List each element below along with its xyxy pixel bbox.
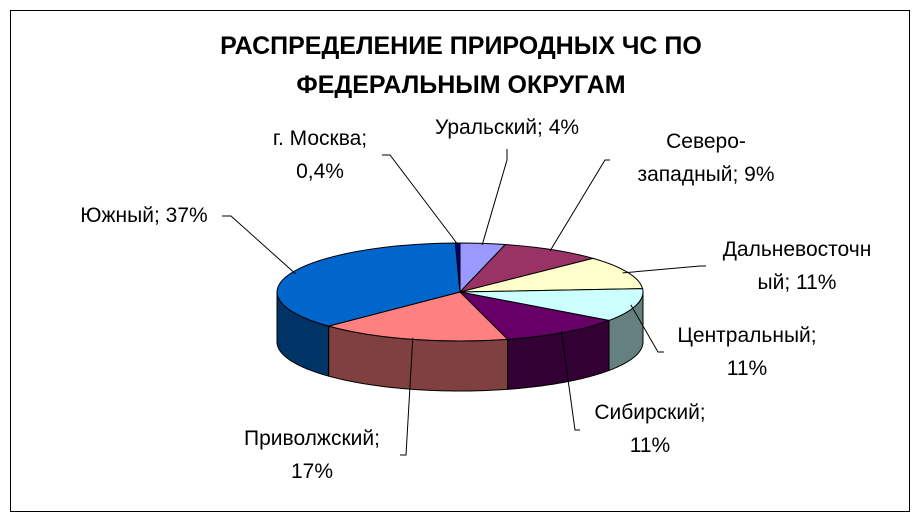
- pie-slice-центральный: [459, 288, 644, 321]
- slice-label-дальневосточный-line-2: ый; 11%: [758, 271, 837, 294]
- chart-title-line-1: РАСПРЕДЕЛЕНИЕ ПРИРОДНЫХ ЧС ПО: [220, 32, 702, 60]
- pie-slice-г-москва: [454, 242, 461, 293]
- slice-label-южный-line-1: Южный; 37%: [80, 204, 207, 227]
- slice-label-уральский-line-1: Уральский; 4%: [435, 116, 579, 139]
- slice-label-сибирский-line-2: 11%: [630, 434, 670, 457]
- leader-line-уральский: [481, 149, 508, 245]
- leader-line-северо-западный: [549, 159, 610, 252]
- leader-line-приволжский: [400, 337, 414, 456]
- slice-label-центральный-line-1: Центральный;: [677, 324, 816, 347]
- pie-slice-сибирский: [458, 291, 611, 340]
- slice-label-г-москва-line-1: г. Москва;: [273, 127, 367, 150]
- slice-label-северо-западный-line-2: западный; 9%: [637, 163, 774, 186]
- leader-line-дальневосточный: [622, 265, 706, 274]
- pie-slice-приволжский: [326, 291, 509, 342]
- slice-label-г-москва-line-2: 0,4%: [296, 160, 344, 183]
- leader-line-сибирский: [560, 330, 580, 431]
- slice-label-центральный-line-2: 11%: [727, 357, 767, 380]
- leader-line-южный: [222, 215, 297, 275]
- slice-label-сибирский-line-1: Сибирский;: [594, 401, 705, 424]
- slice-label-северо-западный-line-1: Северо-: [666, 130, 746, 153]
- pie-slice-южный: [276, 242, 461, 327]
- pie-slice-северо-западный: [458, 244, 595, 293]
- leader-line-г-москва: [382, 154, 459, 245]
- slice-label-дальневосточный-line-1: Дальневосточн: [723, 238, 872, 261]
- leader-line-центральный: [630, 304, 664, 353]
- slice-label-приволжский-line-1: Приволжский;: [244, 427, 380, 450]
- chart-title-line-2: ФЕДЕРАЛЬНЫМ ОКРУГАМ: [296, 71, 625, 99]
- slice-label-приволжский-line-2: 17%: [291, 460, 333, 483]
